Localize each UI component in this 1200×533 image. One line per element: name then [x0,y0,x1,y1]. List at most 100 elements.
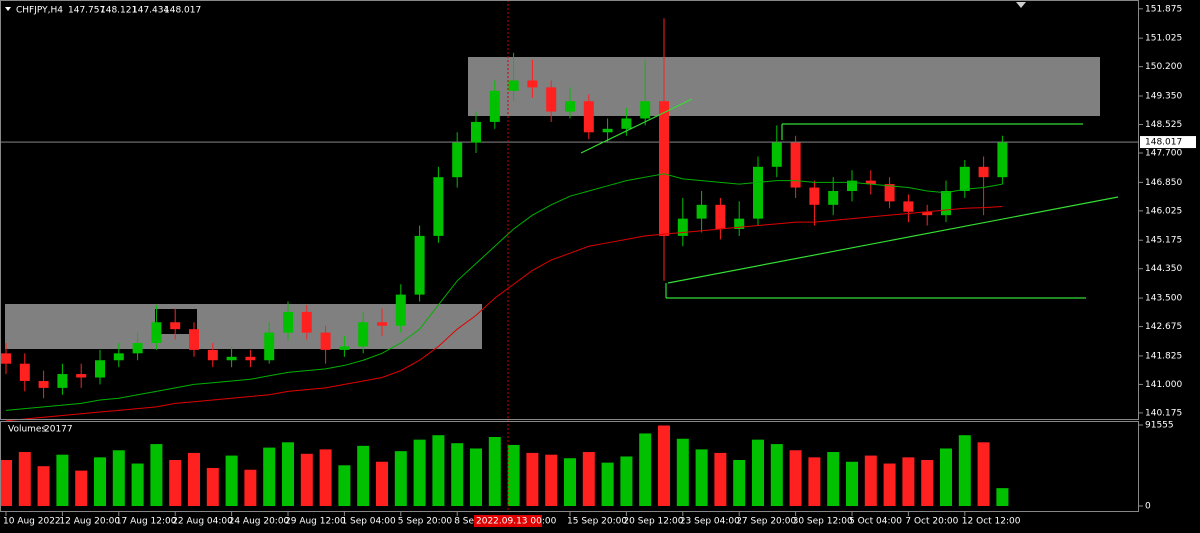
y-tick-label: 147.700 [1145,149,1182,159]
volume-bar [940,448,952,506]
candle-body [715,204,726,229]
x-tick-label: 15 Sep 20:00 [567,517,627,527]
candle-body [452,142,463,178]
volume-bar [206,467,219,506]
menu-arrow[interactable] [5,7,11,11]
volume-bar [770,444,783,506]
y-tick-label: 150.200 [1145,62,1182,72]
volume-bar [263,447,276,506]
zone [5,304,482,349]
volume-bar [188,452,200,506]
candle-body [38,380,49,388]
scroll-arrow[interactable] [1016,2,1026,8]
candle-body [170,322,181,330]
candle-body [508,80,519,91]
trendline [667,196,1119,284]
volume-current: 20177 [44,425,73,435]
volume-frame [0,421,1139,512]
candle-body [489,90,500,122]
volume-bar [394,451,407,506]
volume-bar [112,450,125,506]
volume-bar [300,453,313,506]
volume-bar [564,458,576,506]
volume-bar [357,445,370,506]
volume-bar [658,425,670,506]
candle-body [828,191,839,205]
plot [0,18,1139,506]
candle-body [339,346,350,350]
y-tick-label: 141.000 [1145,380,1182,390]
candle-body [301,311,312,333]
volume-bar [432,435,445,506]
candle-body [734,218,745,229]
candle-body [95,360,105,378]
candle-body [640,101,651,119]
main-frame [0,0,1139,420]
candle-body [283,311,293,333]
candle-body [433,177,444,236]
price-marker-label: 148.017 [1145,138,1182,148]
x-tick-label: 1 Sep 04:00 [341,517,396,527]
candle-body [809,187,820,205]
y-tick-label: 140.175 [1145,408,1182,418]
volume-bar [620,456,633,506]
candle-body [151,322,162,343]
volume-bar [376,461,388,506]
candle-body [189,329,199,350]
y-tick-label: 143.500 [1145,294,1182,304]
volume-bar [18,452,31,506]
volume-bar [338,465,351,506]
volume-bar [75,470,88,506]
volume-title: Volumes [8,425,46,435]
symbol: CHFJPY,H4 [16,6,63,16]
candle-body [132,342,143,354]
moving-average [5,173,1003,411]
volume-bar [150,444,163,506]
volume-bar [545,454,558,506]
candle-body [377,322,387,326]
x-tick-label: 23 Sep 04:00 [680,517,740,527]
volume-bar [37,466,50,506]
x-tick-label: 22 Aug 04:00 [172,517,233,527]
volume-bar [977,442,990,506]
x-tick-label: 5 Sep 20:00 [398,517,453,527]
volume-bar [94,457,106,506]
volume-bar [846,461,858,506]
x-tick-label: 20 Sep 12:00 [623,517,683,527]
volume-bar [639,433,652,506]
volume-tick-label: 91555 [1145,421,1174,431]
zone [468,57,1100,116]
y-tick-label: 149.350 [1145,92,1182,102]
candle-body [57,374,68,388]
candle-body [922,211,933,216]
header-high: 148.121 [100,6,137,16]
candle-body [978,166,989,178]
volume-bar [827,452,840,506]
volume-bar [958,435,971,506]
y-tick-label: 148.525 [1145,120,1182,130]
candle-body [602,128,613,133]
volume-bar [808,457,821,506]
candle-body [414,235,425,295]
x-tick-label: 27 Sep 20:00 [736,517,796,527]
x-tick-label: 17 Aug 12:00 [116,517,177,527]
candle-body [471,121,481,143]
volume-bar [451,443,464,506]
volume-bar [714,452,727,506]
volume-bar [582,452,595,506]
volume-tick-label: 0 [1145,502,1151,512]
candle-body [245,356,256,361]
candle-body [1,353,11,364]
y-tick-label: 151.875 [1145,4,1182,14]
candle-body [76,374,87,378]
candle-body [847,180,857,192]
volume-bar [507,444,520,506]
volume-bar [526,452,539,506]
volume-bar [752,439,764,506]
candle-body [790,142,801,188]
volume-bar [413,439,426,506]
candle-body [659,101,669,236]
volume-bar [470,448,482,506]
crosshair-label: 2022.09.13 00:00 [476,517,557,527]
